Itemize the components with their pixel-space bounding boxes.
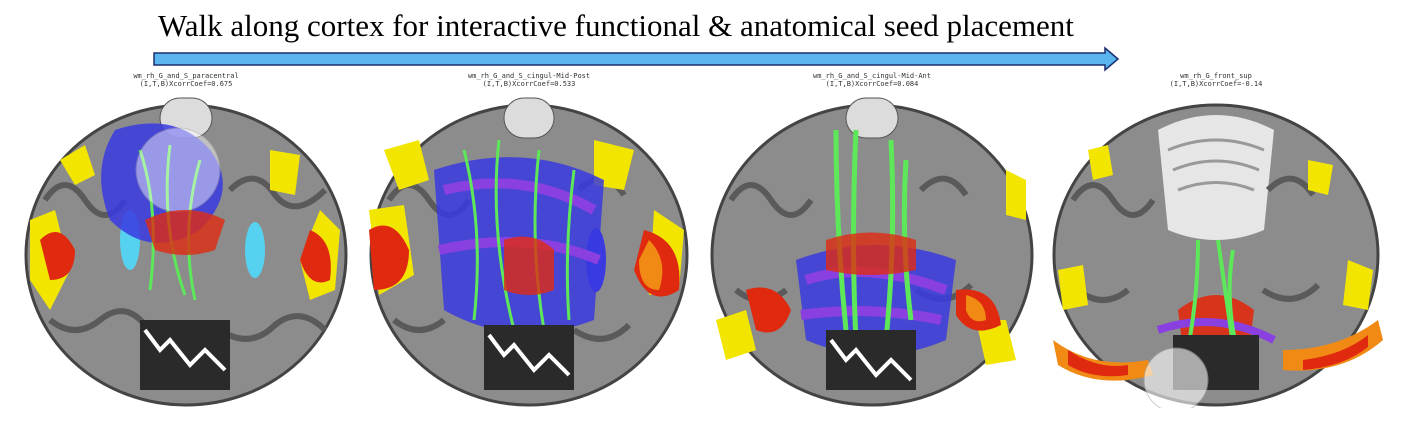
panel-correlation-label: (I,T,B)XcorrCoef=0.675 [139, 80, 233, 88]
panel-seed-label: wm_rh_G_front_sup [1180, 72, 1252, 80]
panel-correlation-label: (I,T,B)XcorrCoef=-0.14 [1169, 80, 1263, 88]
brain-image [1052, 103, 1383, 408]
brain-panel-paracentral: wm_rh_G_and_S_paracentral (I,T,B)XcorrCo… [20, 68, 352, 408]
progress-arrow [153, 46, 1120, 72]
panel-correlation-label: (I,T,B)XcorrCoef=0.533 [482, 80, 576, 88]
brain-image [24, 97, 348, 407]
panel-seed-label: wm_rh_G_and_S_paracentral [133, 72, 239, 80]
brain-panel-cingul-mid-post: wm_rh_G_and_S_cingul-Mid-Post (I,T,B)Xco… [364, 68, 694, 408]
panel-correlation-label: (I,T,B)XcorrCoef=0.084 [825, 80, 919, 88]
brain-image [710, 97, 1034, 407]
panel-seed-label: wm_rh_G_and_S_cingul-Mid-Ant [812, 72, 931, 80]
brain-image [369, 97, 689, 407]
brain-panel-front-sup: wm_rh_G_front_sup (I,T,B)XcorrCoef=-0.14 [1048, 68, 1384, 408]
brain-panel-cingul-mid-ant: wm_rh_G_and_S_cingul-Mid-Ant (I,T,B)Xcor… [706, 68, 1038, 408]
headline: Walk along cortex for interactive functi… [158, 8, 1074, 43]
panel-seed-label: wm_rh_G_and_S_cingul-Mid-Post [467, 72, 591, 80]
